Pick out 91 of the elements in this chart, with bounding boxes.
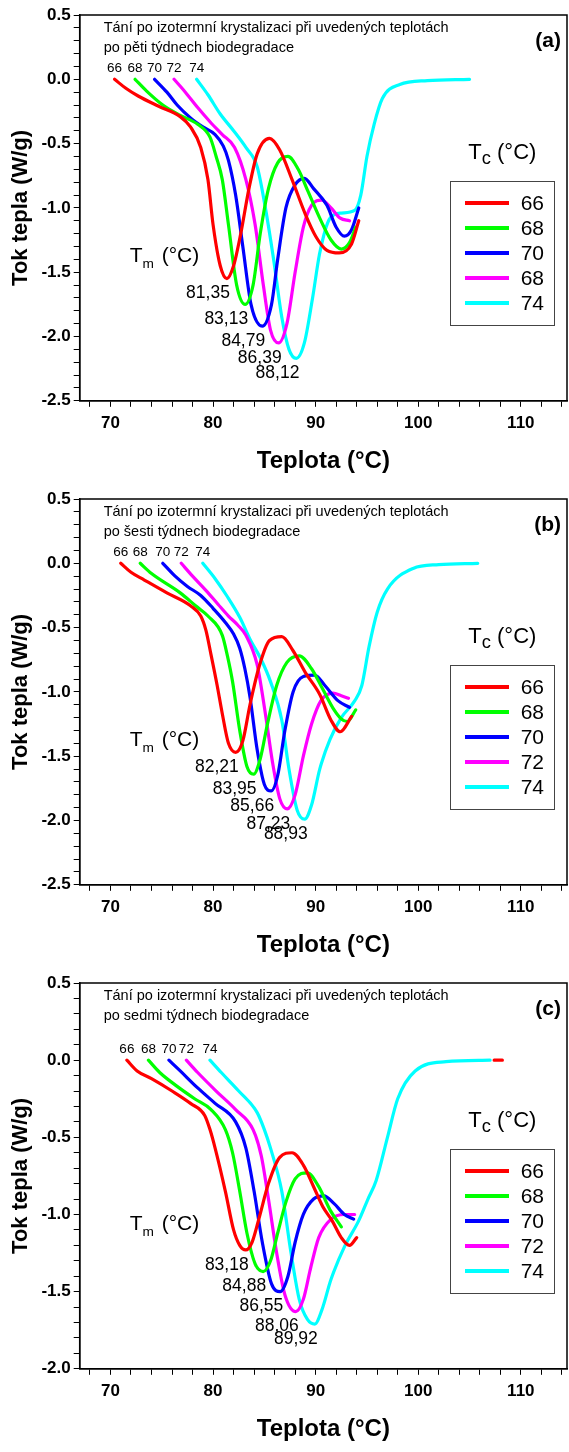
y-tick-label: -0.5: [41, 133, 71, 153]
x-tick-label: 70: [101, 412, 120, 432]
x-tick-label: 80: [203, 896, 223, 916]
x-tick-label: 70: [101, 896, 120, 916]
y-tick-label: 0.0: [47, 68, 71, 88]
y-tick-label: -1.5: [41, 745, 71, 765]
annotation: 83,95: [212, 777, 257, 798]
x-tick-label: 110: [507, 896, 535, 916]
legend-label: 74: [520, 290, 544, 315]
x-tick-label: 80: [203, 1380, 223, 1400]
line-series: [152, 77, 361, 328]
annotation: 68: [127, 60, 143, 76]
annotation: 74: [202, 1041, 218, 1057]
legend-label: 68: [520, 215, 544, 240]
annotation: 74: [189, 60, 205, 76]
annotation: 83,18: [204, 1253, 249, 1274]
x-tick-label: 110: [507, 412, 535, 432]
y-tick-label: -0.5: [41, 617, 71, 637]
legend-label: 66: [520, 190, 544, 215]
annotation: 83,13: [204, 307, 249, 328]
x-tick-label: 80: [203, 412, 223, 432]
annotation: 68: [140, 1041, 156, 1057]
annotation: 74: [195, 544, 211, 560]
legend-title: T$_{c}$ (°C): [467, 138, 538, 170]
legend-title: T$_{c}$ (°C): [467, 622, 538, 654]
annotation: 66: [107, 60, 123, 76]
legend-label: 72: [520, 1233, 544, 1258]
annotation: (a): [535, 28, 561, 52]
annotation: Tání po izotermní krystalizaci při uvedených teplotách po pěti týdnech biodegradace: [103, 19, 449, 56]
y-tick-label: -1.5: [41, 1281, 71, 1301]
y-axis-title: Tok tepla (W/g): [7, 613, 33, 770]
y-tick-label: -2.5: [41, 390, 71, 410]
annotation: 66: [113, 544, 129, 560]
annotation: 86,55: [239, 1295, 284, 1316]
annotation: 81,35: [186, 282, 230, 303]
x-axis-title: Teplota (°C): [256, 930, 390, 958]
y-tick-label: -2.0: [41, 326, 71, 346]
x-tick-label: 110: [507, 1380, 535, 1400]
legend-label: 74: [520, 1258, 544, 1283]
y-tick-label: -1.5: [41, 261, 71, 281]
x-tick-label: 90: [306, 1380, 326, 1400]
annotation: 66: [119, 1041, 135, 1057]
annotation: 84,88: [222, 1275, 267, 1296]
y-tick-label: -2.0: [41, 1358, 71, 1378]
y-tick-label: 0.5: [47, 4, 71, 24]
y-tick-label: -0.5: [41, 1127, 71, 1147]
y-tick-label: -1.0: [41, 681, 71, 701]
legend-label: 72: [520, 749, 544, 774]
legend-label: 66: [520, 1158, 544, 1183]
annotation: 68: [132, 544, 148, 560]
annotation: 82,21: [194, 755, 239, 776]
y-axis-title: Tok tepla (W/g): [7, 129, 33, 286]
legend-label: 70: [520, 240, 544, 265]
x-tick-label: 100: [404, 412, 433, 432]
x-axis-title: Teplota (°C): [256, 1414, 390, 1442]
y-tick-label: 0.0: [47, 1049, 71, 1069]
line-series: [112, 77, 361, 281]
legend-label: 74: [520, 774, 544, 799]
legend-title: T$_{c}$ (°C): [467, 1106, 538, 1138]
legend-label: 68: [520, 699, 544, 724]
legend-label: 68: [520, 1183, 544, 1208]
x-tick-label: 100: [404, 896, 433, 916]
x-tick-label: 90: [306, 896, 326, 916]
annotation: 70: [147, 60, 163, 76]
x-axis-title: Teplota (°C): [256, 446, 390, 474]
y-tick-label: -2.0: [41, 810, 71, 830]
y-tick-label: 0.5: [47, 972, 71, 992]
y-axis-title: Tok tepla (W/g): [7, 1097, 33, 1254]
x-tick-label: 90: [306, 412, 326, 432]
annotation: (b): [534, 512, 561, 536]
y-tick-label: 0.0: [47, 552, 71, 572]
y-tick-label: -1.0: [41, 197, 71, 217]
annotation: 72: [178, 1041, 194, 1057]
annotation: 84,79: [221, 329, 266, 350]
annotation: (c): [535, 996, 561, 1020]
annotation: 72: [166, 60, 182, 76]
annotation: 70: [155, 544, 171, 560]
y-tick-label: -2.5: [41, 874, 71, 894]
annotation: Tání po izotermní krystalizaci při uvedených teplotách po sedmi týdnech biodegradace: [103, 987, 449, 1024]
x-tick-label: 100: [404, 1380, 433, 1400]
x-tick-label: 70: [101, 1380, 120, 1400]
annotation: Tání po izotermní krystalizaci při uvedených teplotách po šesti týdnech biodegradace: [103, 503, 449, 540]
y-tick-label: 0.5: [47, 488, 71, 508]
legend-label: 68: [520, 265, 544, 290]
line-series: [119, 561, 354, 754]
annotation: 70: [161, 1041, 177, 1057]
y-tick-label: -1.0: [41, 1204, 71, 1224]
annotation: 72: [173, 544, 189, 560]
legend-label: 66: [520, 674, 544, 699]
legend-label: 70: [520, 1208, 544, 1233]
legend-label: 70: [520, 724, 544, 749]
